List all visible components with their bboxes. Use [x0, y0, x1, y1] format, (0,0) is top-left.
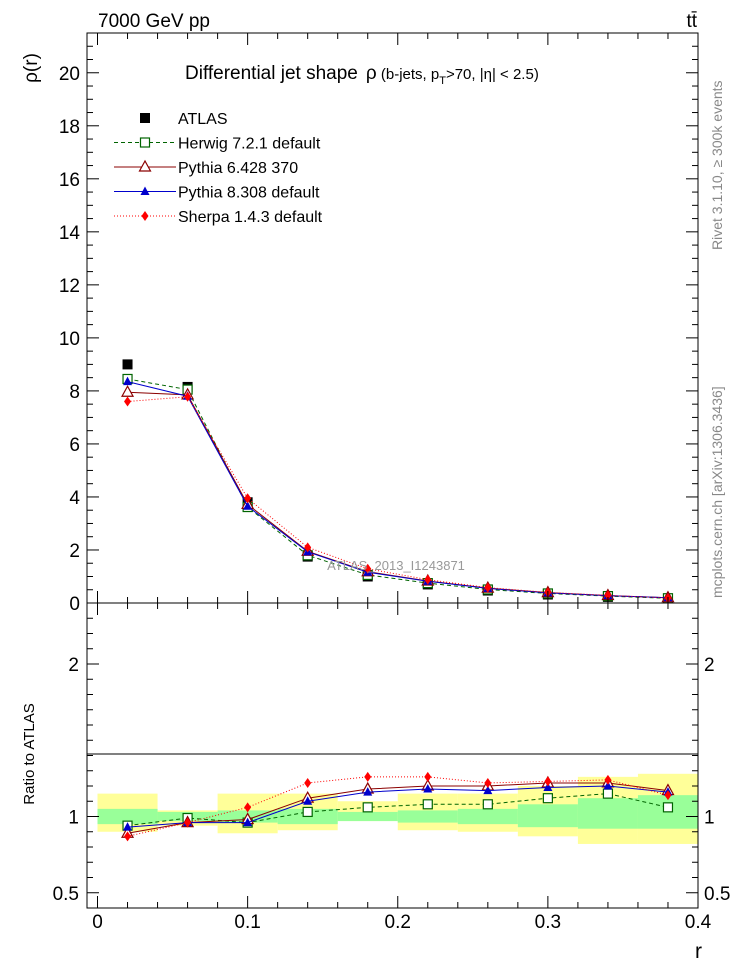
ratio-y-axis-label: Ratio to ATLAS — [21, 703, 38, 804]
ratio-data-point — [603, 781, 613, 790]
ratio-data-point — [662, 802, 674, 813]
ratio-y-tick-label: 2 — [68, 655, 79, 676]
collision-label: 7000 GeV pp — [98, 11, 210, 32]
ratio-data-point — [304, 777, 312, 788]
series-line — [127, 396, 668, 599]
series-line — [127, 378, 668, 599]
mcplots-label: mcplots.cern.ch [arXiv:1306.3436] — [709, 386, 725, 598]
legend-marker — [141, 211, 149, 221]
main-y-tick-label: 2 — [69, 541, 80, 562]
ratio-data-point — [123, 822, 133, 831]
ratio-y-tick-label-right: 1 — [704, 808, 715, 829]
main-y-tick-label: 20 — [59, 64, 80, 85]
ratio-axes: 0.5 0.5 1 1 2 2 0 0.1 0.2 0.3 0.4 — [53, 603, 730, 933]
main-y-tick-label: 4 — [69, 488, 80, 509]
data-point — [424, 574, 432, 585]
ratio-data-point — [364, 771, 372, 782]
stat-uncertainty-band — [517, 804, 578, 828]
data-point — [604, 590, 612, 601]
ratio-series-line — [127, 776, 669, 837]
ratio-data-point — [363, 787, 373, 796]
legend-label: Pythia 6.428 370 — [178, 160, 298, 177]
ratio-y-tick-label-right: 2 — [704, 655, 715, 676]
legend-marker — [140, 113, 150, 123]
legend-marker — [138, 159, 152, 172]
stat-uncertainty-band — [457, 808, 518, 825]
ratio-data-point — [543, 782, 553, 792]
data-point — [304, 542, 312, 553]
ratio-series-line — [127, 785, 669, 828]
ratio-frame — [86, 602, 699, 909]
main-axes: 0 2 4 6 8 10 12 14 16 18 20 — [59, 33, 699, 615]
main-y-tick-label: 8 — [69, 382, 80, 403]
x-axis-label: r — [695, 940, 702, 963]
ratio-y-tick-label-right: 0.5 — [704, 884, 730, 905]
data-point — [184, 391, 192, 402]
stat-uncertainty-band — [337, 811, 398, 822]
ratio-data-point — [303, 796, 313, 805]
x-tick-label: 0.1 — [234, 912, 260, 933]
ratio-data-point — [602, 788, 614, 799]
data-point — [121, 384, 135, 397]
main-y-tick-label: 0 — [69, 594, 80, 615]
legend: ATLAS Herwig 7.2.1 default Pythia 6.428 37… — [114, 111, 323, 226]
legend-label: Pythia 8.308 default — [178, 185, 320, 202]
data-point — [243, 501, 253, 510]
legend-marker — [139, 137, 151, 148]
data-point — [124, 396, 132, 407]
main-panel: ATLAS_2013_I1243871 0 2 4 6 8 10 12 14 16 18 20 Di… — [21, 32, 699, 615]
ratio-data-point — [542, 793, 553, 804]
data-point — [484, 582, 492, 593]
legend-label: Sherpa 1.4.3 default — [178, 209, 323, 226]
ratio-data-point — [483, 785, 493, 795]
main-y-tick-label: 12 — [59, 276, 80, 297]
stat-uncertainty-band — [397, 810, 458, 823]
data-point — [364, 563, 372, 574]
main-y-tick-label: 10 — [59, 329, 80, 350]
ratio-panel: 0.5 0.5 1 1 2 2 0 0.1 0.2 0.3 0.4 Ratio to ATLAS — [21, 602, 730, 933]
ratio-data-point — [424, 771, 432, 782]
legend-label: ATLAS — [178, 111, 228, 128]
ratio-data-point — [124, 831, 132, 842]
data-point — [122, 359, 133, 370]
main-y-tick-label: 14 — [59, 223, 81, 244]
ratio-y-tick-label: 0.5 — [53, 884, 79, 905]
legend-marker — [140, 186, 150, 195]
main-y-tick-label: 6 — [69, 435, 80, 456]
y-axis-label: ρ(r) — [21, 53, 42, 83]
ratio-data-point — [604, 774, 612, 785]
ratio-data-point — [423, 784, 433, 793]
ratio-y-tick-label: 1 — [68, 808, 79, 829]
ratio-data-point — [422, 799, 433, 810]
data-point — [123, 376, 133, 386]
ratio-data-marks — [121, 771, 675, 842]
process-label: tt̄ — [686, 11, 697, 32]
ratio-data-point — [544, 776, 552, 787]
x-tick-label: 0.4 — [685, 912, 712, 933]
ratio-data-point — [243, 817, 253, 827]
ratio-data-point — [664, 790, 672, 801]
ratio-data-point — [482, 799, 493, 810]
data-point — [244, 493, 252, 504]
main-y-tick-label: 16 — [59, 170, 80, 191]
stat-uncertainty-band — [97, 808, 158, 825]
main-y-tick-label: 18 — [59, 117, 80, 138]
ratio-data-point — [244, 802, 252, 813]
x-tick-label: 0.3 — [535, 912, 561, 933]
ratio-data-point — [484, 777, 492, 788]
rivet-label: Rivet 3.1.10, ≥ 300k events — [709, 80, 725, 250]
ratio-series-line — [127, 782, 669, 834]
analysis-watermark: ATLAS_2013_I1243871 — [327, 558, 465, 573]
stat-uncertainty-band — [577, 798, 638, 829]
chart-title: Differential jet shape ρ (b-jets, pT>70, … — [185, 63, 539, 87]
ratio-data-point — [362, 802, 373, 813]
ratio-data-point — [184, 817, 192, 828]
x-tick-label: 0 — [92, 912, 103, 933]
ratio-data-point — [302, 806, 313, 818]
x-tick-label: 0.2 — [385, 912, 411, 933]
legend-label: Herwig 7.2.1 default — [178, 136, 321, 153]
